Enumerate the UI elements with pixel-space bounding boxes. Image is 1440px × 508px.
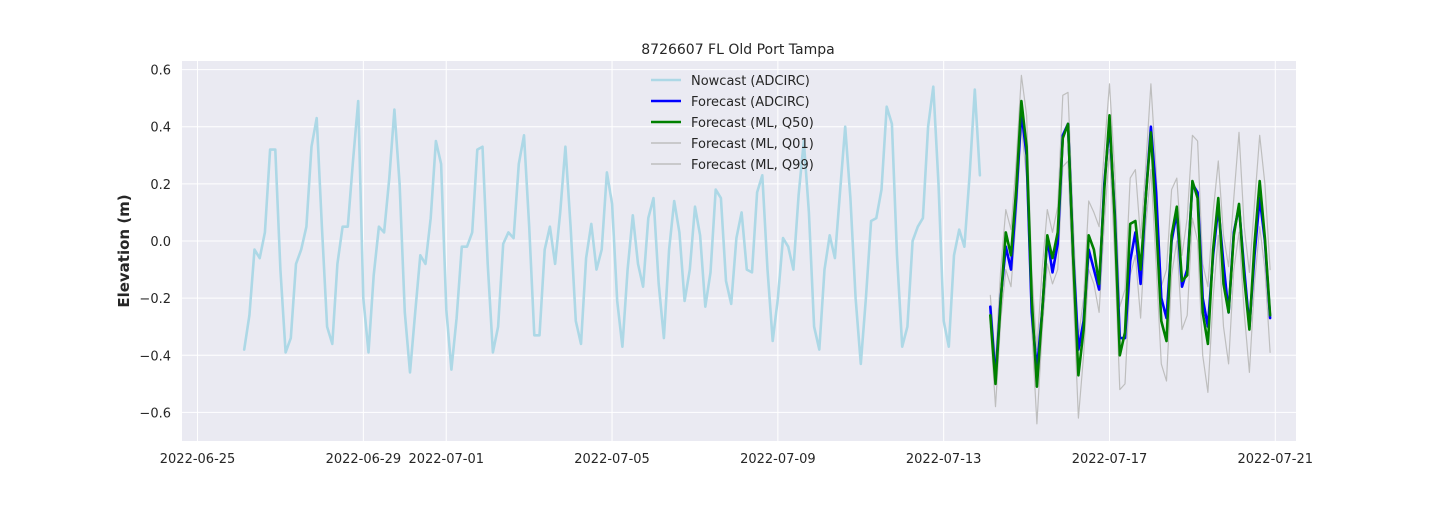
legend-label: Forecast (ML, Q50) xyxy=(691,116,814,131)
series-layer xyxy=(242,74,1272,425)
y-tick-label: −0.4 xyxy=(139,349,171,364)
x-tick-label: 2022-07-05 xyxy=(574,452,650,467)
x-tick-label: 2022-07-01 xyxy=(408,452,484,467)
grid-lines xyxy=(182,61,1296,441)
chart-title: 8726607 FL Old Port Tampa xyxy=(641,42,834,58)
x-tick-label: 2022-07-09 xyxy=(740,452,816,467)
y-tick-label: 0.0 xyxy=(150,235,171,250)
x-tick-label: 2022-06-25 xyxy=(160,452,236,467)
x-tick-label: 2022-07-17 xyxy=(1072,452,1148,467)
tick-labels: 2022-06-25 2022-06-29 2022-07-01 2022-07-05… xyxy=(139,64,1313,467)
y-axis-label: Elevation (m) xyxy=(115,194,133,307)
x-tick-label: 2022-07-21 xyxy=(1237,452,1313,467)
series-line-forecast-q99 xyxy=(989,74,1271,362)
legend-label: Forecast (ML, Q01) xyxy=(691,137,814,152)
y-tick-label: −0.6 xyxy=(139,406,171,421)
series-line-forecast-q50 xyxy=(988,99,1272,389)
legend-label: Forecast (ML, Q99) xyxy=(691,158,814,173)
y-tick-label: −0.2 xyxy=(139,292,171,307)
y-tick-label: 0.2 xyxy=(150,178,171,193)
x-tick-label: 2022-07-13 xyxy=(906,452,982,467)
legend-label: Nowcast (ADCIRC) xyxy=(691,74,810,89)
legend-label: Forecast (ADCIRC) xyxy=(691,95,810,110)
x-tick-label: 2022-06-29 xyxy=(326,452,402,467)
y-tick-label: 0.6 xyxy=(150,64,171,79)
legend: Nowcast (ADCIRC) Forecast (ADCIRC) Forecas… xyxy=(651,74,814,173)
series-line-nowcast xyxy=(242,85,982,374)
y-tick-label: 0.4 xyxy=(150,121,171,136)
